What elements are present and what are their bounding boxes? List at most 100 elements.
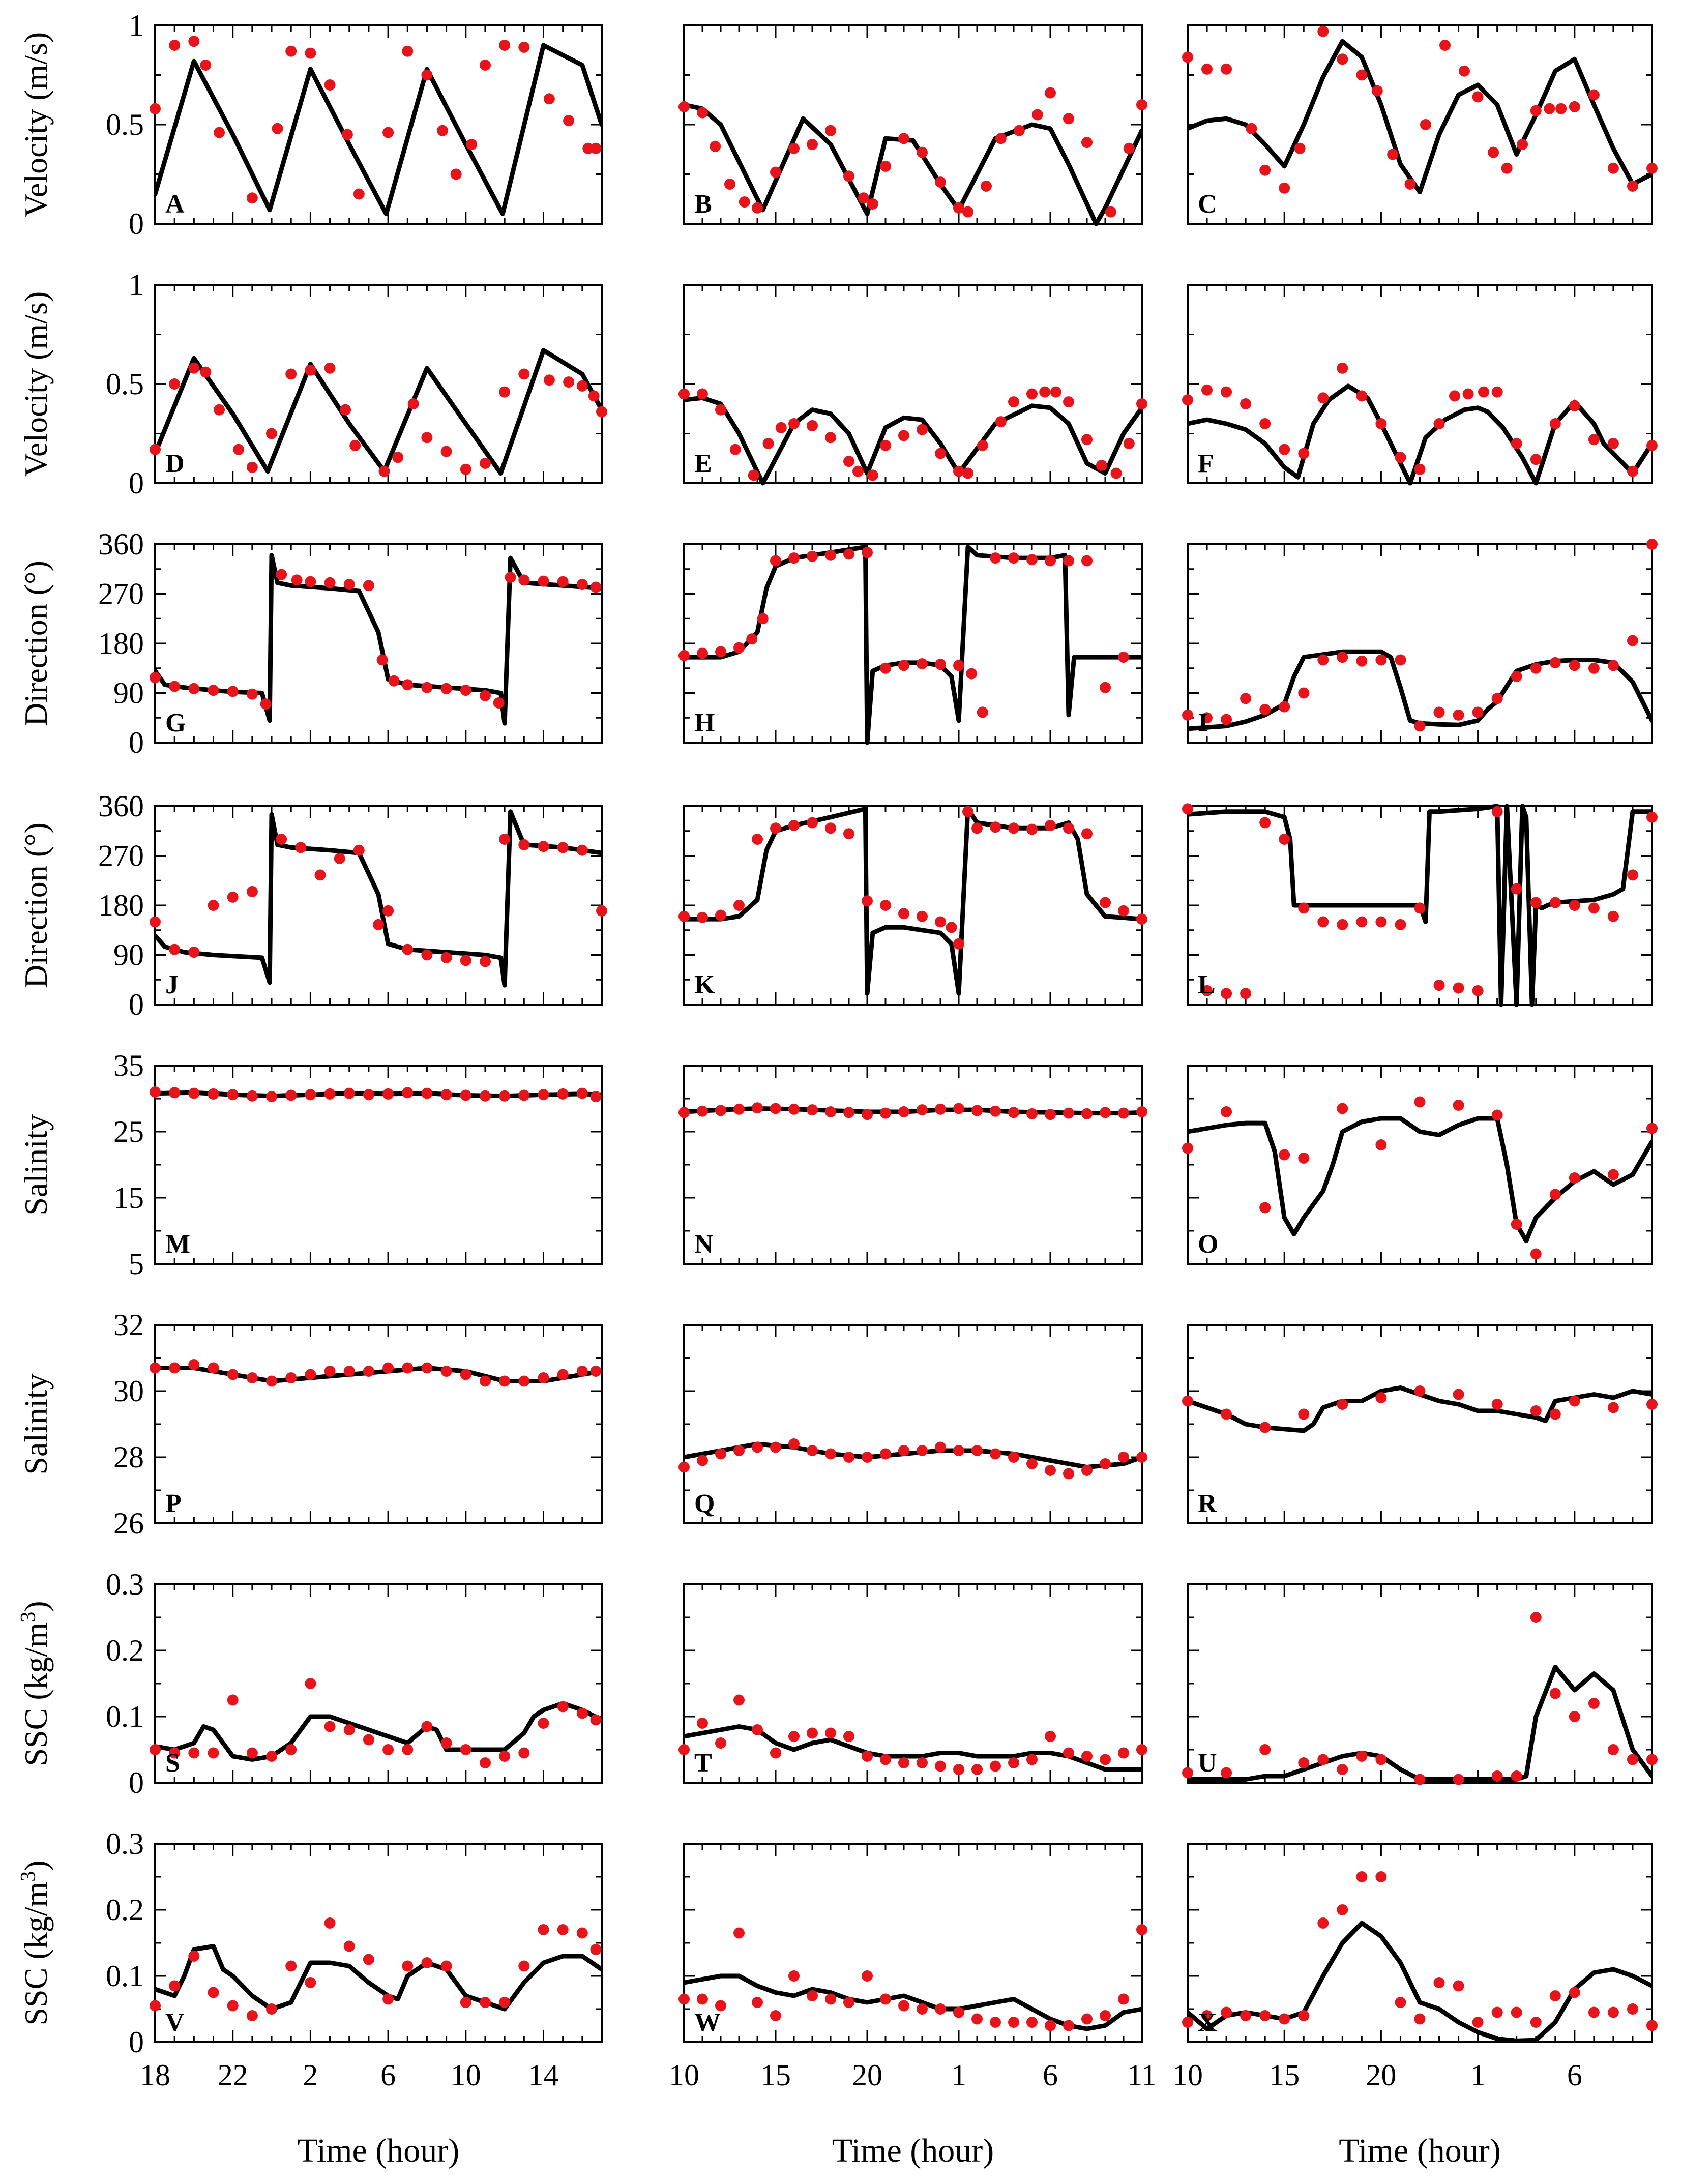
observed-point: [807, 420, 818, 431]
observed-point: [752, 1102, 763, 1114]
row-ylabel-main: SSC (kg/m: [18, 1622, 54, 1766]
observed-point: [807, 139, 818, 150]
panel-w: 10 15 20 1 6 11 W: [669, 1843, 1157, 2092]
panel-letter: L: [1198, 970, 1216, 999]
observed-point: [733, 1103, 745, 1115]
observed-point: [1337, 1399, 1348, 1410]
panel-o: O: [1182, 1065, 1658, 1265]
row-ylabel-main: Salinity: [18, 1114, 54, 1215]
observed-point: [285, 1960, 297, 1972]
observed-point: [557, 576, 569, 587]
x-tick-label: 2: [303, 2058, 318, 2092]
observed-point: [867, 469, 878, 481]
row-ylabels: Velocity (m/s) Velocity (m/s) Direction (°…: [17, 32, 54, 2026]
y-tick-label: 180: [98, 627, 144, 660]
observed-point: [935, 1760, 946, 1772]
observed-point: [1607, 162, 1619, 174]
observed-point: [576, 1707, 588, 1719]
observed-point: [188, 362, 200, 374]
observed-point: [480, 956, 491, 967]
observed-point: [1259, 418, 1271, 429]
observed-point: [862, 1751, 873, 1762]
observed-point: [421, 1721, 433, 1732]
y-tick-label: 0.3: [106, 1827, 144, 1861]
model-line: [684, 102, 1142, 226]
observed-point: [1298, 2010, 1310, 2021]
observed-point: [188, 683, 200, 694]
observed-point: [440, 1960, 452, 1972]
observed-point: [276, 834, 287, 845]
observed-point: [917, 146, 928, 158]
observed-point: [440, 683, 452, 694]
observed-point: [678, 1107, 690, 1118]
observed-point: [1045, 555, 1056, 567]
observed-point: [1110, 467, 1122, 479]
observed-point: [1039, 386, 1051, 398]
row-ylabel: Velocity (m/s): [18, 32, 54, 217]
panel-letter: A: [165, 190, 185, 219]
y-tick-label: 0: [129, 988, 144, 1021]
observed-point: [1414, 902, 1426, 914]
observed-point: [1259, 817, 1271, 829]
observed-point: [1375, 1871, 1387, 1882]
observed-point: [1118, 1993, 1129, 2005]
observed-point: [440, 1366, 452, 1377]
observed-point: [402, 1362, 414, 1374]
observed-point: [200, 366, 212, 378]
observed-point: [880, 1448, 891, 1460]
observed-point: [788, 1970, 800, 1982]
observed-point: [788, 142, 800, 154]
model-line: [155, 1944, 602, 2012]
observed-point: [1008, 2017, 1019, 2028]
observed-point: [935, 2003, 946, 2015]
observed-point: [898, 133, 909, 144]
observed-point: [1081, 1465, 1093, 1476]
model-line: [684, 395, 1142, 486]
row-ylabel-suffix: ): [18, 1601, 54, 1611]
observed-point: [421, 682, 433, 693]
observed-point: [576, 1927, 588, 1939]
x-tick-label: 10: [451, 2058, 481, 2092]
observed-point: [1472, 2017, 1484, 2028]
observed-point: [590, 1714, 602, 1726]
observed-point: [1026, 388, 1038, 400]
observed-point: [1453, 1389, 1464, 1400]
observed-point: [1136, 1106, 1147, 1117]
observed-point: [1221, 63, 1232, 75]
observed-point: [729, 444, 741, 455]
column-xlabel: Time (hour): [832, 2132, 994, 2169]
row-ylabel-superscript: 3: [17, 1612, 40, 1622]
observed-point: [807, 1104, 818, 1116]
panel-letter: K: [694, 970, 715, 999]
observed-point: [1646, 2020, 1658, 2031]
observed-point: [295, 842, 307, 853]
observed-point: [1627, 465, 1638, 477]
panel-letter: C: [1198, 190, 1217, 219]
column-xlabel: Time (hour): [1339, 2132, 1500, 2169]
observed-point: [305, 1678, 316, 1689]
observed-point: [388, 675, 400, 687]
panel-c: C: [1182, 24, 1658, 225]
observed-point: [971, 1764, 983, 1775]
observed-point: [590, 581, 602, 593]
row-ylabel-suffix: ): [18, 1860, 54, 1871]
panel-l: L: [1182, 803, 1658, 1007]
observed-point: [285, 1372, 297, 1383]
observed-point: [402, 1960, 414, 1972]
observed-point: [971, 1445, 983, 1456]
observed-point: [1317, 25, 1329, 37]
panel-letter: F: [1198, 449, 1214, 478]
observed-point: [150, 1362, 161, 1374]
observed-point: [440, 446, 452, 457]
row-ylabel-main: SSC (kg/m: [18, 1882, 54, 2026]
observed-point: [169, 943, 181, 955]
observed-point: [343, 1366, 355, 1377]
observed-point: [150, 1086, 161, 1098]
column-xlabel: Time (hour): [298, 2132, 459, 2169]
observed-point: [1453, 1980, 1464, 1992]
observed-point: [227, 1369, 239, 1380]
observed-point: [990, 2017, 1001, 2028]
observed-point: [1472, 91, 1484, 103]
observed-point: [1607, 660, 1619, 671]
